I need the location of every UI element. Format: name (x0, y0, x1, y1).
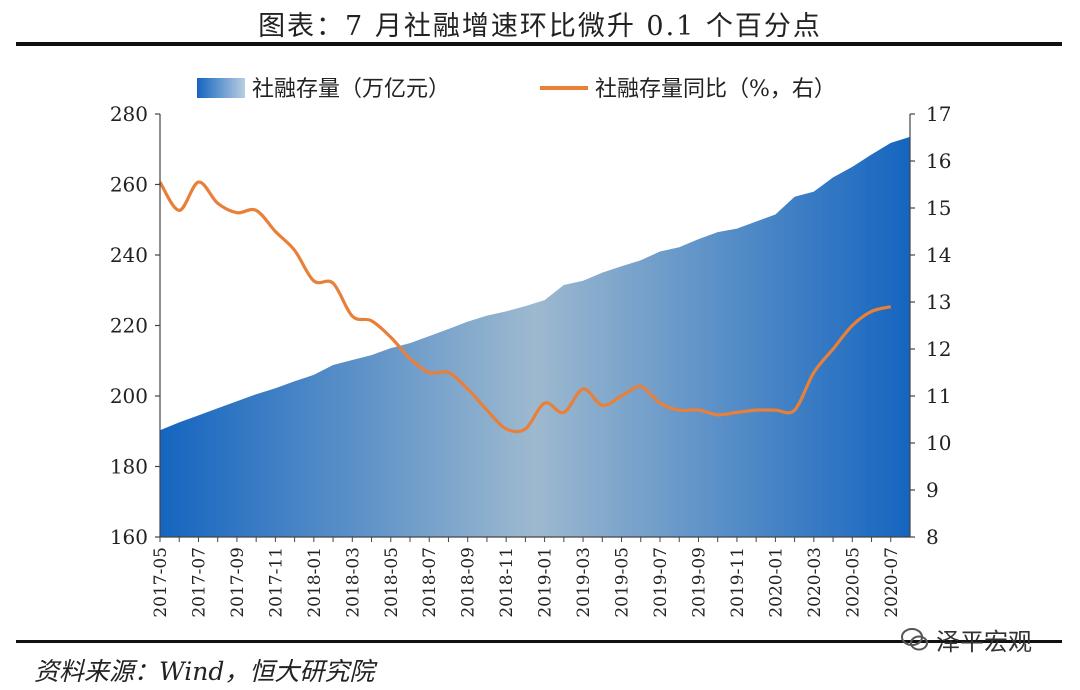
legend-line-label: 社融存量同比（%，右） (595, 77, 836, 102)
plot-area: 160 180 200 220 240 260 280 8 9 10 11 12 13 14 15 16 17 2… (110, 102, 952, 618)
x-tick-label: 2017-05 (151, 547, 171, 618)
x-tick-label: 2018-01 (305, 547, 325, 618)
yoy-line-series (158, 180, 892, 434)
x-tick-label: 2020-01 (766, 547, 786, 618)
left-tick-label: 280 (110, 102, 148, 126)
watermark-text: 泽平宏观 (936, 628, 1032, 656)
x-tick-label: 2019-03 (574, 547, 594, 618)
left-tick-label: 180 (110, 455, 148, 479)
right-tick-label: 13 (926, 290, 951, 314)
x-tick-label: 2019-09 (690, 547, 710, 618)
legend-area-label: 社融存量（万亿元） (252, 77, 450, 102)
left-tick-label: 260 (110, 173, 148, 197)
x-tick-label: 2017-11 (266, 547, 286, 618)
left-tick-label: 200 (110, 384, 148, 408)
right-tick-label: 8 (926, 525, 939, 549)
x-tick-label: 2018-09 (459, 547, 479, 618)
source-note: 资料来源：Wind，恒大研究院 (34, 657, 375, 686)
x-tick-label: 2019-11 (728, 547, 748, 618)
right-tick-label: 11 (926, 384, 951, 408)
right-tick-label: 9 (926, 478, 939, 502)
chart: 社融存量（万亿元） 社融存量同比（%，右） 160 180 200 220 240 260… (110, 77, 952, 618)
right-tick-label: 10 (926, 431, 951, 455)
left-tick-label: 220 (110, 314, 148, 338)
x-tick-label: 2020-07 (882, 547, 902, 618)
legend: 社融存量（万亿元） 社融存量同比（%，右） (197, 77, 836, 102)
bottom-rule (16, 640, 1062, 643)
x-tick-label: 2017-09 (228, 547, 248, 618)
right-tick-label: 15 (926, 196, 951, 220)
x-tick-label: 2019-07 (651, 547, 671, 618)
x-tick-label: 2018-11 (497, 547, 517, 618)
right-tick-label: 14 (926, 243, 951, 267)
x-tick-label: 2017-07 (190, 547, 210, 618)
watermark: 泽平宏观 (900, 622, 1032, 657)
right-tick-label: 12 (926, 337, 951, 361)
x-tick-label: 2019-05 (613, 547, 633, 618)
right-tick-label: 17 (926, 102, 951, 126)
right-tick-label: 16 (926, 149, 951, 173)
left-tick-label: 240 (110, 243, 148, 267)
x-tick-label: 2019-01 (536, 547, 556, 618)
x-tick-label: 2020-03 (805, 547, 825, 618)
chart-title: 图表：7 月社融增速环比微升 0.1 个百分点 (258, 11, 822, 42)
x-tick-label: 2020-05 (843, 547, 863, 618)
x-tick-label: 2018-03 (343, 547, 363, 618)
top-rule (16, 42, 1062, 46)
x-tick-label: 2018-07 (420, 547, 440, 618)
stock-area-series (160, 136, 910, 537)
wechat-icon (901, 627, 928, 650)
legend-area-swatch (197, 78, 245, 98)
x-tick-label: 2018-05 (382, 547, 402, 618)
left-tick-label: 160 (110, 525, 148, 549)
